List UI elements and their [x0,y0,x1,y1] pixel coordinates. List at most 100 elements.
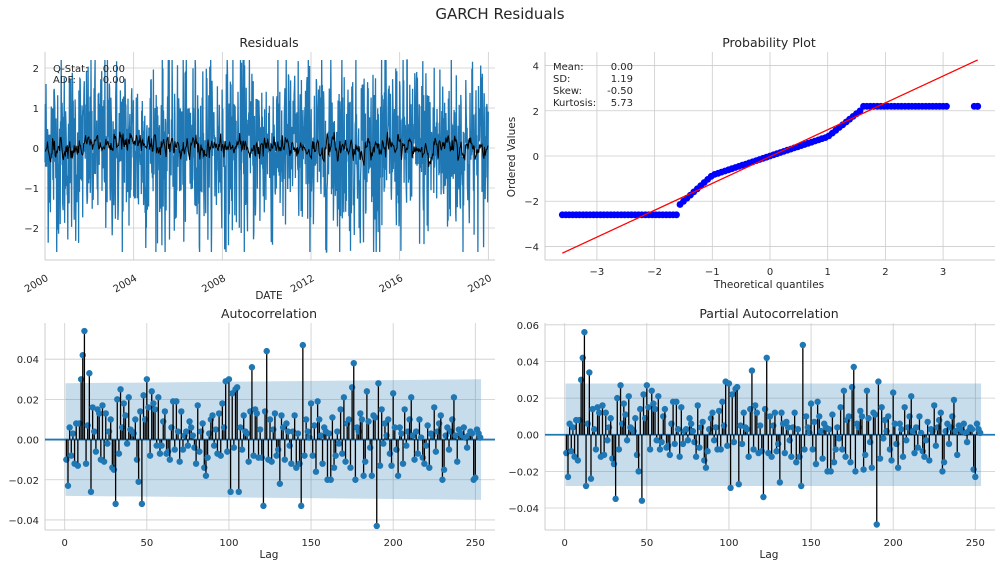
acf-marker [403,442,410,449]
acf-marker [171,446,178,453]
pacf-y-tick-label: 0.06 [517,321,539,332]
pacf-marker [865,415,872,422]
pacf-marker [873,521,880,528]
pacf-marker [679,440,687,448]
figure-title: GARCH Residuals [435,5,565,23]
acf-marker [421,460,428,467]
pacf-marker [931,402,938,409]
pacf-marker [694,402,701,409]
acf-marker [325,430,333,437]
acf-marker [358,416,366,423]
residuals-stat-value: 0.00 [103,64,125,75]
acf-marker [86,370,93,377]
acf-marker [199,420,206,427]
acf-marker [173,398,180,405]
acf-marker [365,418,372,425]
acf-marker [316,416,323,423]
pacf-marker [940,459,948,466]
acf-marker [151,406,159,413]
acf-marker [138,500,146,508]
probplot-y-tick-label: −4 [524,242,539,253]
pacf-marker [620,400,628,407]
acf-marker [468,430,476,437]
pacf-marker [968,426,976,433]
pacf-y-tick-label: −0.02 [508,467,539,478]
pacf-marker [661,405,669,413]
acf-marker [143,376,151,383]
acf-panel: Autocorrelation Lag −0.04 −0.02 0.00 0.02 0.… [8,306,495,561]
acf-marker [273,452,280,459]
acf-marker [417,434,425,441]
acf-marker [330,464,338,471]
residuals-stat-label: Q-Stat: [53,64,88,75]
acf-marker [391,424,399,431]
pacf-marker [607,415,614,422]
acf-marker [317,432,325,439]
pacf-x-tick-label: 200 [884,538,903,549]
pacf-marker [651,405,659,413]
acf-marker [424,422,431,429]
residuals-title: Residuals [239,35,298,50]
pacf-marker [650,400,657,407]
acf-marker [363,388,371,395]
pacf-marker [637,405,644,413]
pacf-marker [710,437,718,444]
pacf-marker [673,398,680,405]
pacf-marker [733,383,741,391]
pacf-marker [602,409,609,416]
pacf-marker [963,438,971,446]
acf-marker [120,400,128,407]
acf-marker [114,396,121,403]
residuals-stat-value: 0.00 [103,75,125,86]
acf-marker [399,460,407,467]
pacf-marker [799,341,807,349]
acf-marker [371,414,379,421]
pacf-marker [977,429,984,437]
probplot-point [943,102,950,110]
pacf-marker [809,446,816,453]
pacf-marker [801,446,808,453]
probplot-x-tick-label: −2 [647,267,662,278]
pacf-marker [752,402,759,409]
acf-marker [192,460,200,467]
pacf-marker [676,453,683,460]
acf-marker [350,359,357,367]
residuals-stat-label: ADF: [53,75,76,86]
pacf-marker [582,482,590,490]
pacf-marker [922,437,930,444]
acf-marker [376,462,384,469]
acf-marker [148,388,155,395]
acf-marker [104,440,111,447]
pacf-marker [712,424,720,431]
pacf-marker [875,378,882,385]
residuals-x-tick-label: 2008 [200,273,228,295]
pacf-marker [862,451,869,459]
pacf-marker [878,404,885,411]
pacf-marker [564,473,572,481]
acf-marker [281,456,288,463]
pacf-marker [771,409,779,416]
acf-marker [243,430,251,437]
probplot-point [974,102,982,110]
acf-marker [309,452,316,459]
acf-marker [334,428,341,435]
pacf-marker [604,437,611,444]
acf-marker [263,347,270,355]
acf-marker [233,384,241,391]
pacf-marker [926,457,933,464]
pacf-marker [781,449,788,457]
pacf-marker [880,435,887,442]
pacf-marker [839,446,846,453]
pacf-marker [600,451,608,459]
acf-marker [99,402,106,409]
probplot-stat-label: SD: [553,74,570,85]
acf-y-tick-label: −0.02 [8,476,39,487]
probplot-title: Probability Plot [722,35,816,50]
pacf-marker [829,411,836,418]
probplot-x-tick-label: 0 [767,267,773,278]
pacf-marker [888,457,895,464]
pacf-marker [727,484,734,492]
probplot-y-tick-label: 0 [533,152,539,163]
acf-marker [178,408,185,415]
